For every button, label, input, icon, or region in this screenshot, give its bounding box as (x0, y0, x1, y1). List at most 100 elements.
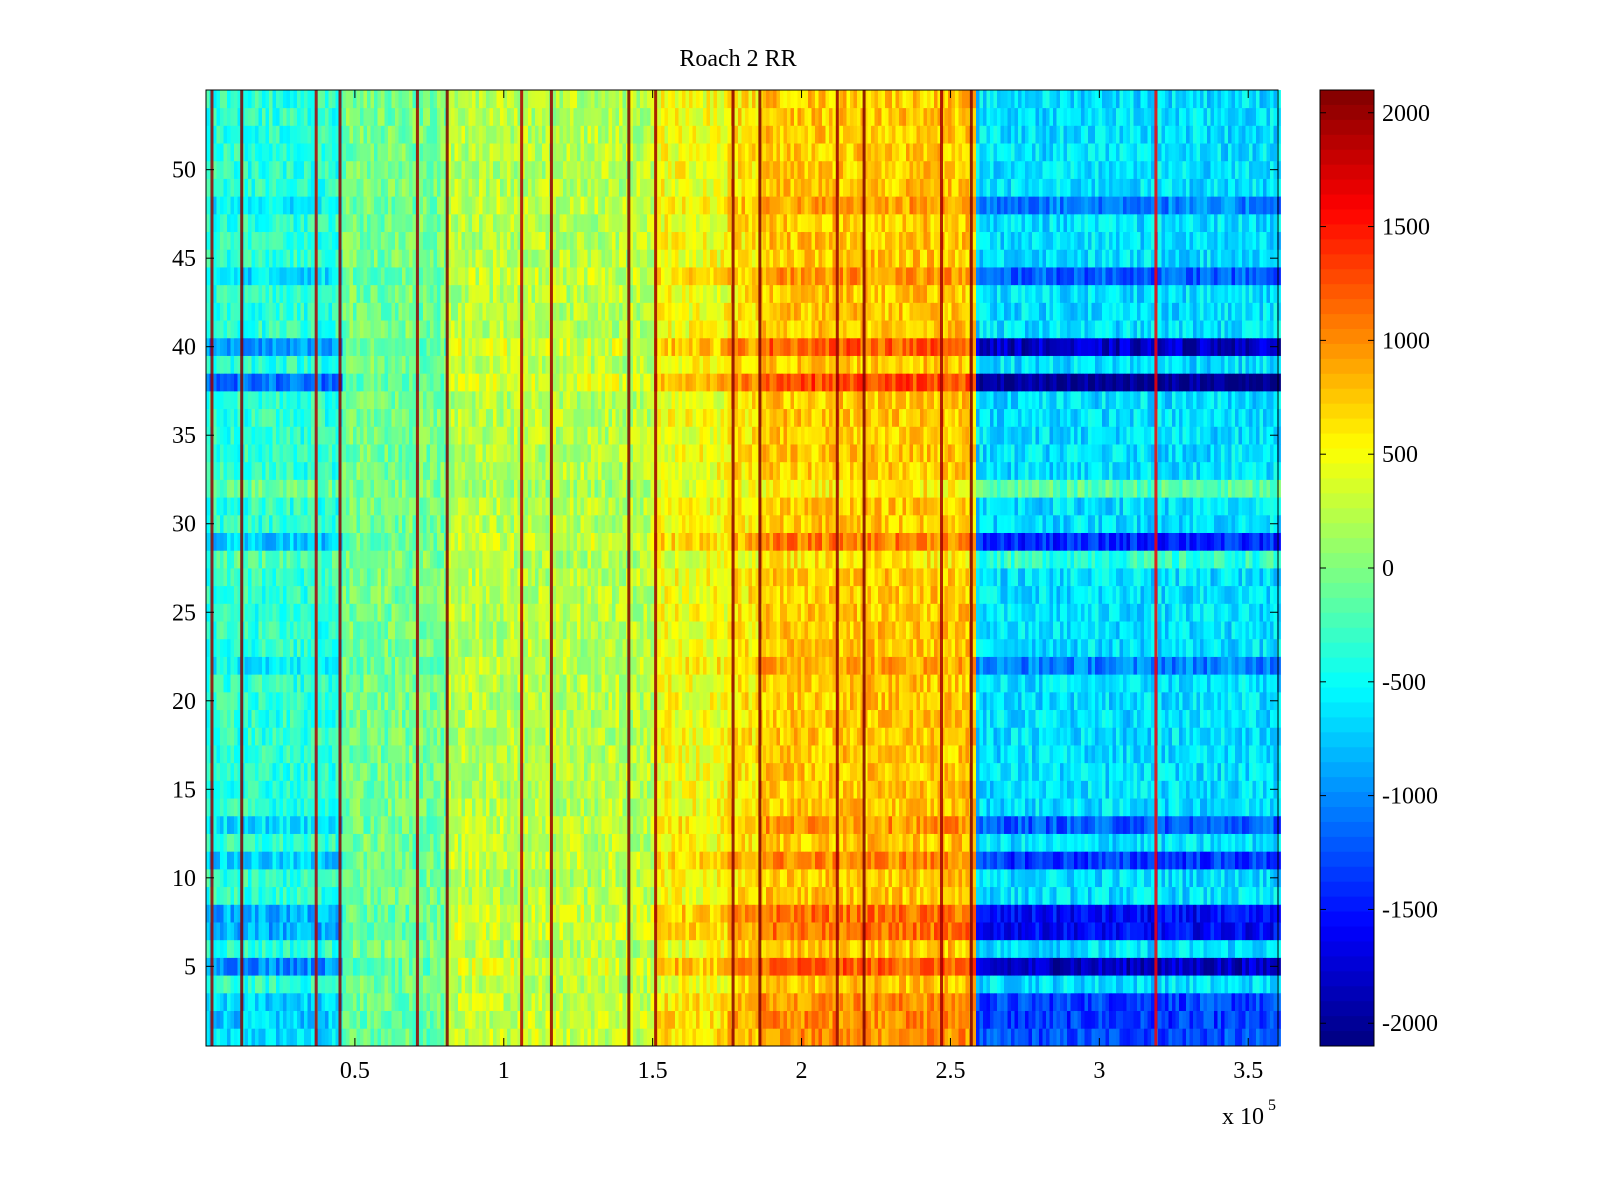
heatmap-cell (913, 762, 917, 781)
heatmap-cell (790, 904, 795, 923)
heatmap-cell (1018, 957, 1022, 976)
heatmap-cell (346, 815, 350, 834)
heatmap-cell (370, 992, 375, 1011)
heatmap-cell (496, 975, 501, 994)
heatmap-cell (377, 1028, 382, 1047)
heatmap-cell (636, 922, 641, 941)
heatmap-cell (1105, 1010, 1110, 1029)
heatmap-cell (937, 833, 942, 852)
heatmap-cell (535, 798, 539, 817)
heatmap-cell (633, 815, 637, 834)
heatmap-cell (409, 745, 413, 764)
heatmap-cell (311, 992, 315, 1011)
heatmap-cell (724, 922, 728, 941)
heatmap-cell (1238, 815, 1243, 834)
heatmap-cell (1063, 939, 1068, 958)
heatmap-cell (206, 992, 210, 1011)
heatmap-cell (762, 886, 767, 905)
heatmap-cell (1102, 939, 1106, 958)
heatmap-cell (633, 957, 637, 976)
heatmap-cell (692, 762, 697, 781)
heatmap-cell (752, 904, 756, 923)
heatmap-cell (510, 1028, 515, 1047)
heatmap-cell (276, 904, 280, 923)
heatmap-cell (934, 1028, 938, 1047)
heatmap-cell (878, 815, 882, 834)
heatmap-cell (643, 922, 648, 941)
heatmap-cell (1256, 975, 1260, 994)
heatmap-cell (990, 851, 994, 870)
heatmap-cell (783, 868, 788, 888)
heatmap-cell (318, 815, 322, 834)
heatmap-cell (1081, 851, 1085, 870)
heatmap-cell (916, 851, 921, 870)
heatmap-cell (591, 815, 595, 834)
heatmap-cell (619, 833, 623, 852)
heatmap-cell (738, 798, 742, 817)
heatmap-cell (678, 957, 683, 976)
heatmap-cell (724, 815, 728, 834)
heatmap-cell (738, 939, 742, 958)
heatmap-cell (272, 904, 277, 923)
heatmap-cell (738, 780, 742, 799)
heatmap-cell (577, 798, 581, 817)
heatmap-cell (486, 957, 490, 976)
heatmap-cell (1126, 922, 1131, 941)
heatmap-cell (1231, 904, 1236, 923)
heatmap-cell (535, 762, 539, 781)
heatmap-cell (395, 762, 399, 781)
heatmap-cell (762, 922, 767, 941)
heatmap-cell (1018, 904, 1022, 923)
heatmap-cell (647, 1028, 651, 1047)
heatmap-cell (811, 815, 816, 834)
heatmap-cell (881, 851, 886, 870)
heatmap-cell (815, 868, 819, 888)
heatmap-cell (454, 939, 459, 958)
heatmap-cell (279, 762, 284, 781)
heatmap-cell (1088, 886, 1092, 905)
heatmap-cell (937, 992, 942, 1011)
heatmap-cell (223, 904, 228, 923)
heatmap-cell (1214, 886, 1218, 905)
heatmap-cell (1259, 815, 1264, 834)
heatmap-cell (1273, 762, 1278, 781)
heatmap-cell (1056, 815, 1061, 834)
heatmap-cell (216, 904, 221, 923)
heatmap-cell (860, 868, 865, 888)
heatmap-cell (878, 939, 882, 958)
heatmap-cell (237, 939, 242, 958)
heatmap-cell (979, 904, 984, 923)
heatmap-cell (853, 886, 858, 905)
heatmap-cell (321, 762, 326, 781)
heatmap-cell (496, 868, 501, 888)
heatmap-cell (1123, 904, 1127, 923)
heatmap-cell (794, 833, 798, 852)
heatmap-cell (1102, 886, 1106, 905)
heatmap-cell (1235, 939, 1239, 958)
heatmap-cell (1168, 939, 1173, 958)
heatmap-cell (1025, 939, 1029, 958)
heatmap-cell (566, 1010, 571, 1029)
heatmap-cell (570, 1010, 574, 1029)
heatmap-cell (857, 975, 861, 994)
heatmap-cell (990, 833, 994, 852)
heatmap-cell (622, 886, 627, 905)
heatmap-cell (1091, 975, 1096, 994)
heatmap-cell (398, 833, 403, 852)
heatmap-cell (962, 798, 966, 817)
heatmap-cell (1091, 798, 1096, 817)
heatmap-cell (1263, 1028, 1267, 1047)
heatmap-cell (972, 992, 977, 1011)
heatmap-cell (293, 762, 298, 781)
heatmap-cell (356, 886, 361, 905)
heatmap-cell (1039, 975, 1043, 994)
heatmap-cell (328, 975, 333, 994)
heatmap-cell (1084, 833, 1089, 852)
heatmap-cell (230, 939, 235, 958)
heatmap-cell (678, 1010, 683, 1029)
heatmap-cell (482, 815, 487, 834)
heatmap-cell (804, 886, 809, 905)
heatmap-cell (685, 904, 690, 923)
heatmap-cell (615, 975, 620, 994)
heatmap-cell (584, 1028, 588, 1047)
